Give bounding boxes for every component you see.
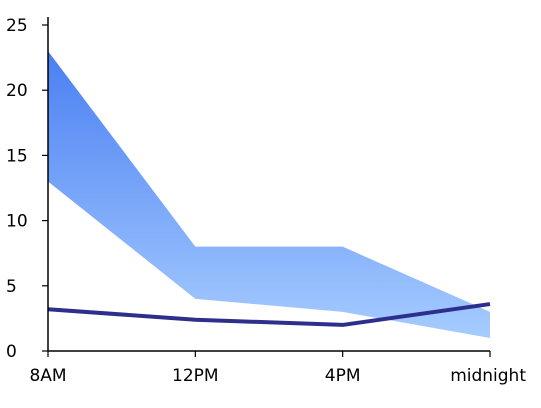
x-tick-label: midnight — [450, 366, 526, 386]
band-layer — [48, 51, 490, 338]
x-tick-label: 12PM — [172, 366, 219, 386]
y-tick-label: 20 — [6, 81, 28, 101]
y-tick-label: 10 — [6, 212, 28, 232]
x-tick-label: 4PM — [325, 366, 361, 386]
y-tick-label: 25 — [6, 16, 28, 36]
range-band-area — [48, 51, 490, 338]
y-tick-label: 15 — [6, 146, 28, 166]
y-tick-label: 5 — [6, 277, 17, 297]
y-tick-label: 0 — [6, 342, 17, 362]
x-tick-label: 8AM — [29, 366, 66, 386]
